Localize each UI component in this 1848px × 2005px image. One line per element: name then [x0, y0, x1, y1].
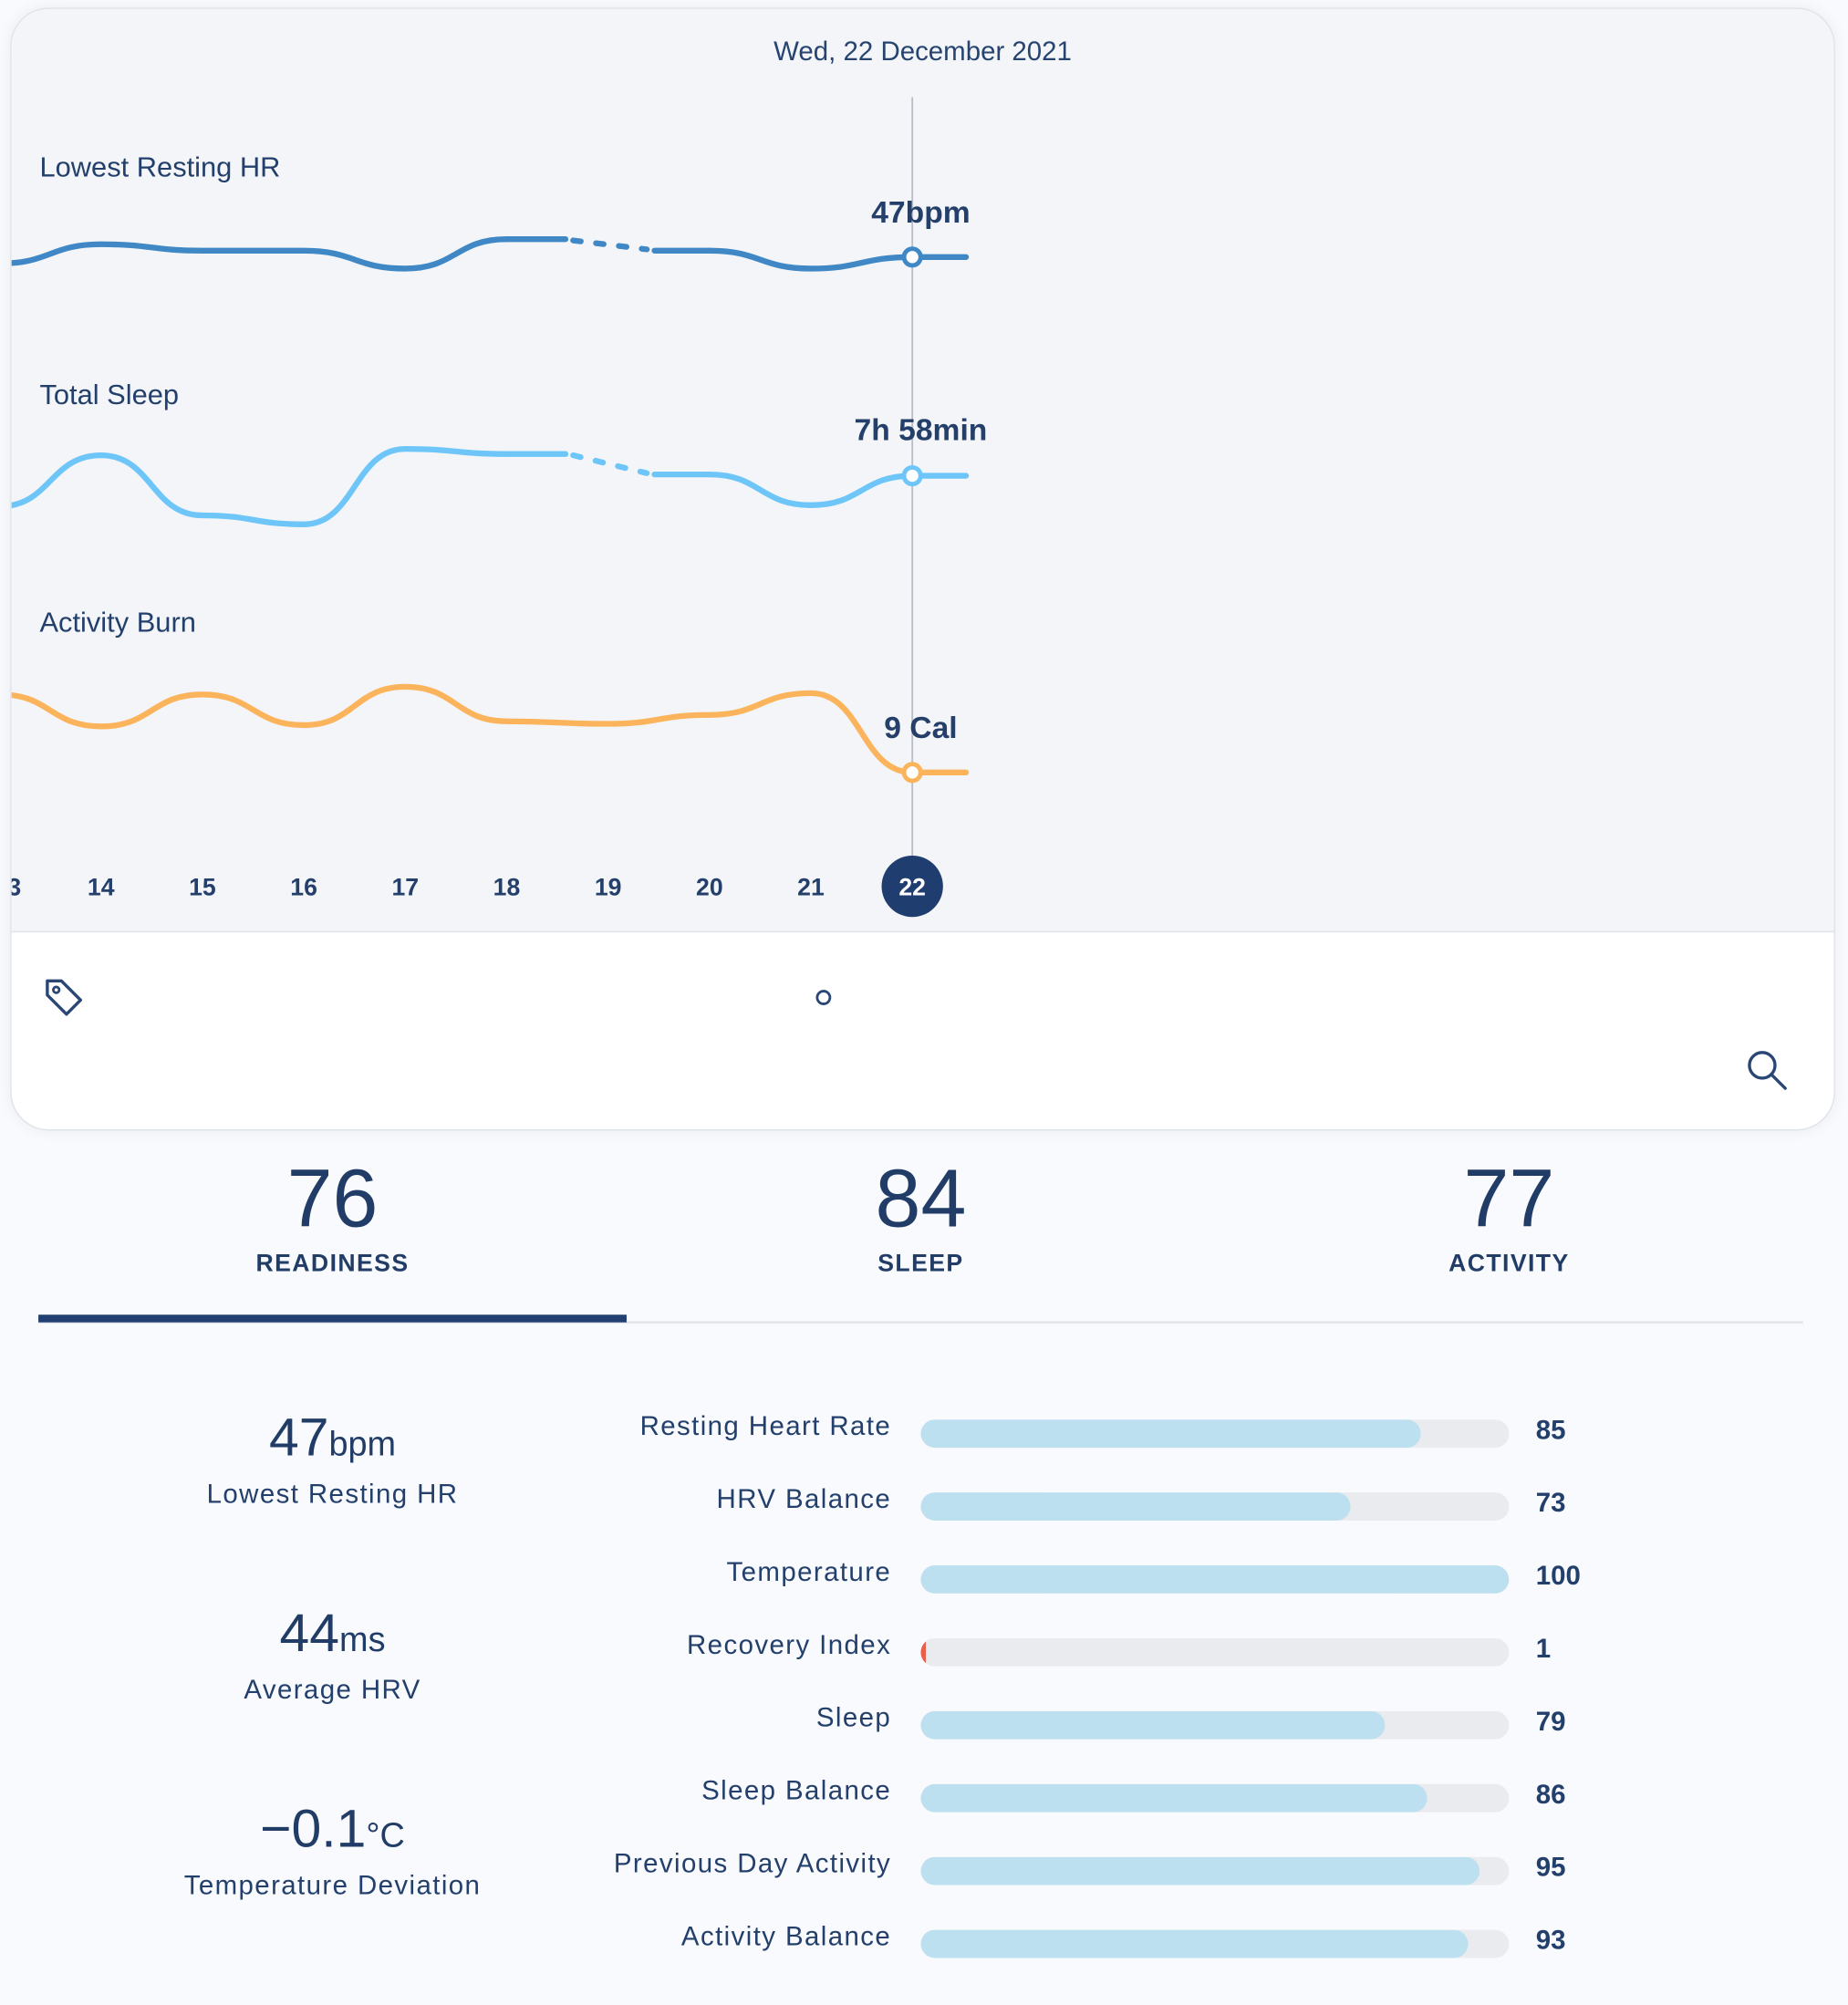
- metric-label: Temperature Deviation: [183, 1871, 482, 1901]
- tab-selected-indicator: [38, 1314, 627, 1323]
- contributor-value: 79: [1535, 1707, 1566, 1737]
- contributor-row[interactable]: Recovery Index 1: [550, 1631, 1701, 1669]
- tag-icon[interactable]: [42, 976, 86, 1026]
- tab-label: SLEEP: [877, 1251, 964, 1278]
- metric-temperature-deviation: −0.1°C Temperature Deviation: [140, 1798, 524, 1902]
- contributor-bar-fill: [920, 1419, 1421, 1449]
- trends-card: Wed, 22 December 2021 3 14 15 16 17 18 19 20 21 2…: [10, 7, 1835, 1131]
- contributor-value: 1: [1535, 1634, 1552, 1665]
- contributor-label: HRV Balance: [716, 1484, 892, 1514]
- contributor-row[interactable]: Sleep Balance 86: [550, 1776, 1701, 1814]
- contributor-value: 93: [1535, 1926, 1566, 1956]
- metric-average-hrv: 44ms Average HRV: [140, 1603, 524, 1707]
- metric-lowest-resting-hr: 47bpm Lowest Resting HR: [140, 1407, 524, 1511]
- contributor-label: Sleep Balance: [701, 1776, 892, 1806]
- series-line: [706, 247, 916, 272]
- x-tick-label: 14: [88, 873, 115, 900]
- selected-point: [901, 464, 923, 487]
- tab-label: READINESS: [255, 1251, 410, 1278]
- contributor-value: 86: [1535, 1780, 1566, 1810]
- contributor-bar-fill: [920, 1565, 1510, 1594]
- contributor-bar-track: [920, 1419, 1510, 1449]
- activity-value-label: 9 Cal: [884, 711, 958, 746]
- contributor-label: Resting Heart Rate: [639, 1411, 892, 1442]
- contributor-value: 95: [1535, 1853, 1566, 1883]
- selected-point: [901, 762, 923, 784]
- x-tick-label: 19: [595, 873, 622, 900]
- x-tick-label: 18: [493, 873, 521, 900]
- x-tick-label: 15: [189, 873, 216, 900]
- metric-unit: °C: [366, 1815, 405, 1854]
- contributor-bar-track: [920, 1637, 1510, 1667]
- tab-sleep[interactable]: 84 SLEEP: [729, 1151, 1113, 1279]
- selected-point: [901, 246, 923, 268]
- contributor-row[interactable]: Activity Balance 93: [550, 1922, 1701, 1960]
- chart-date-title: Wed, 22 December 2021: [773, 36, 1072, 67]
- contributor-row[interactable]: Resting Heart Rate 85: [550, 1412, 1701, 1450]
- trend-chart-svg: 3 14 15 16 17 18 19 20 21 22: [11, 97, 970, 918]
- contributor-bar-fill: [920, 1637, 927, 1667]
- x-tick-label: 21: [797, 873, 825, 900]
- contributor-bar-fill: [920, 1710, 1386, 1740]
- search-icon[interactable]: [1744, 1047, 1790, 1099]
- tab-activity[interactable]: 77 ACTIVITY: [1317, 1151, 1701, 1279]
- series-line: [11, 445, 510, 527]
- series-line: [11, 683, 916, 775]
- x-tick-label: 20: [696, 873, 723, 900]
- contributor-value: 100: [1535, 1561, 1581, 1592]
- metric-label: Lowest Resting HR: [206, 1480, 459, 1510]
- metric-value: 44: [279, 1602, 340, 1663]
- contributor-bar-track: [920, 1565, 1510, 1594]
- x-tick-label: 22: [898, 873, 926, 900]
- selected-day-marker: [881, 855, 943, 918]
- contributor-bar-track: [920, 1710, 1510, 1740]
- sleep-score: 84: [875, 1152, 967, 1245]
- contributor-value: 73: [1535, 1488, 1566, 1519]
- series-label-sleep: Total Sleep: [39, 378, 180, 411]
- x-tick-label: 3: [12, 873, 22, 900]
- series-label-hr: Lowest Resting HR: [39, 151, 281, 183]
- contributor-bar-track: [920, 1492, 1510, 1521]
- readiness-score: 76: [286, 1152, 379, 1245]
- x-tick-label: 16: [290, 873, 317, 900]
- x-tick-label: 17: [391, 873, 419, 900]
- sleep-value-label: 7h 58min: [854, 412, 988, 448]
- series-label-activity: Activity Burn: [39, 606, 196, 639]
- contributor-label: Previous Day Activity: [613, 1849, 892, 1879]
- tab-label: ACTIVITY: [1448, 1251, 1570, 1278]
- contributor-label: Temperature: [726, 1557, 892, 1587]
- contributor-bar-track: [920, 1856, 1510, 1886]
- contributor-bar-fill: [920, 1929, 1469, 1958]
- series-line: [706, 471, 916, 508]
- contributor-label: Sleep: [815, 1703, 892, 1733]
- series-gap-dashed: [570, 237, 650, 253]
- metric-unit: ms: [339, 1620, 386, 1659]
- series-line: [11, 236, 510, 272]
- contributor-value: 85: [1535, 1416, 1566, 1446]
- metric-value: 47: [268, 1407, 329, 1468]
- activity-score: 77: [1463, 1152, 1555, 1245]
- contributor-bar-track: [920, 1929, 1510, 1958]
- metric-unit: bpm: [328, 1424, 397, 1463]
- trend-chart[interactable]: Wed, 22 December 2021 3 14 15 16 17 18 19 20 21 2…: [11, 8, 1834, 933]
- contributor-bar-fill: [920, 1783, 1428, 1813]
- contributor-bar-track: [920, 1783, 1510, 1813]
- metric-value: −0.1: [260, 1798, 367, 1859]
- tab-readiness[interactable]: 76 READINESS: [140, 1151, 524, 1279]
- series-gap-dashed: [570, 452, 650, 476]
- contributor-bar-fill: [920, 1856, 1480, 1886]
- page-indicator-dot: [815, 990, 832, 1005]
- contributor-row[interactable]: Temperature 100: [550, 1558, 1701, 1596]
- contributor-row[interactable]: Previous Day Activity 95: [550, 1849, 1701, 1887]
- tab-divider: [38, 1321, 1803, 1325]
- metric-label: Average HRV: [244, 1675, 421, 1705]
- contributor-bar-fill: [920, 1492, 1351, 1521]
- contributor-row[interactable]: Sleep 79: [550, 1703, 1701, 1741]
- contributor-label: Recovery Index: [687, 1630, 892, 1660]
- hr-value-label: 47bpm: [871, 195, 971, 231]
- contributor-label: Activity Balance: [680, 1922, 892, 1952]
- contributor-row[interactable]: HRV Balance 73: [550, 1485, 1701, 1523]
